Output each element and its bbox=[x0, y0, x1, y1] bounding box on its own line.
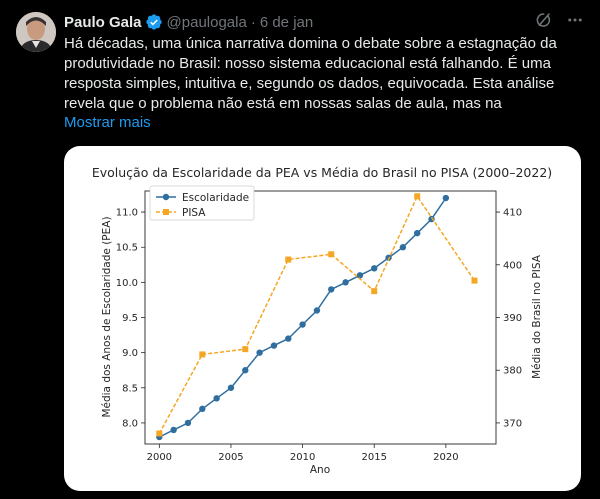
data-point-escolaridade bbox=[342, 279, 349, 286]
data-point-escolaridade bbox=[199, 405, 206, 413]
y-right-tick-label: 390 bbox=[503, 313, 522, 324]
legend-marker-pisa bbox=[163, 209, 169, 215]
y-right-tick-label: 370 bbox=[503, 418, 522, 429]
y-left-tick-label: 10.5 bbox=[116, 243, 138, 254]
data-point-escolaridade bbox=[414, 229, 421, 237]
data-point-escolaridade bbox=[256, 349, 263, 356]
data-point-pisa bbox=[199, 351, 206, 358]
y-axis-right-ticks: 370 380 390 400 410 bbox=[496, 208, 522, 429]
x-tick-label: 2000 bbox=[147, 452, 172, 463]
data-point-escolaridade bbox=[356, 272, 364, 279]
y-right-tick-label: 400 bbox=[503, 260, 522, 271]
y-left-tick-label: 11.0 bbox=[116, 208, 138, 219]
data-point-escolaridade bbox=[299, 321, 306, 328]
avatar-image bbox=[16, 12, 56, 52]
series-layer bbox=[156, 193, 478, 441]
data-point-pisa bbox=[471, 277, 478, 284]
data-point-escolaridade bbox=[184, 419, 192, 427]
y-axis-right-label: Média do Brasil no PISA bbox=[531, 254, 543, 379]
legend-marker-escolaridade bbox=[162, 193, 170, 201]
more-options-icon[interactable] bbox=[566, 11, 584, 33]
data-point-escolaridade bbox=[170, 426, 177, 434]
data-point-escolaridade bbox=[227, 384, 235, 391]
chart-svg: Evolução da Escolaridade da PEA vs Média… bbox=[92, 165, 552, 476]
y-left-tick-label: 10.0 bbox=[116, 278, 138, 289]
y-left-tick-label: 8.0 bbox=[122, 418, 138, 429]
data-point-pisa bbox=[156, 430, 163, 437]
chart-legend: Escolaridade PISA bbox=[149, 185, 255, 221]
x-tick-label: 2010 bbox=[290, 452, 315, 463]
data-point-escolaridade bbox=[242, 367, 249, 374]
data-point-escolaridade bbox=[428, 215, 435, 223]
grok-icon[interactable] bbox=[534, 11, 552, 33]
data-point-pisa bbox=[414, 193, 421, 200]
data-point-pisa bbox=[242, 346, 249, 353]
y-left-tick-label: 9.0 bbox=[122, 348, 138, 359]
y-left-tick-label: 8.5 bbox=[122, 383, 138, 394]
series-line-escolaridade bbox=[158, 197, 447, 438]
y-right-tick-label: 380 bbox=[503, 366, 522, 377]
data-point-escolaridade bbox=[399, 244, 407, 251]
data-point-pisa bbox=[328, 251, 335, 258]
legend-label-pisa: PISA bbox=[182, 207, 206, 219]
x-tick-label: 2020 bbox=[433, 452, 458, 463]
y-right-tick-label: 410 bbox=[503, 208, 522, 219]
tweet-text-line: produtividade no Brasil: nosso sistema e… bbox=[64, 55, 551, 72]
tweet-text: Há décadas, uma única narrativa domina o… bbox=[64, 34, 589, 114]
header-actions bbox=[534, 11, 584, 33]
data-point-escolaridade bbox=[313, 307, 321, 314]
show-more-link[interactable]: Mostrar mais bbox=[64, 114, 151, 131]
x-tick-label: 2015 bbox=[361, 452, 386, 463]
verified-badge-icon bbox=[145, 13, 163, 31]
author-name[interactable]: Paulo Gala bbox=[64, 13, 142, 31]
legend-label-escolaridade: Escolaridade bbox=[182, 192, 249, 204]
chart-title: Evolução da Escolaridade da PEA vs Média… bbox=[92, 165, 552, 180]
tweet-text-line: Há décadas, uma única narrativa domina o… bbox=[64, 35, 557, 52]
x-axis-ticks: 2000 2005 2010 2015 2020 bbox=[147, 444, 459, 463]
avatar[interactable] bbox=[16, 12, 56, 52]
data-point-escolaridade bbox=[442, 194, 450, 202]
tweet-media-chart[interactable]: Evolução da Escolaridade da PEA vs Média… bbox=[64, 146, 581, 491]
author-handle[interactable]: @paulogala bbox=[166, 13, 247, 31]
y-axis-left-label: Média dos Anos de Escolaridade (PEA) bbox=[101, 216, 113, 417]
plot-frame bbox=[144, 190, 497, 445]
x-tick-label: 2005 bbox=[218, 452, 243, 463]
data-point-escolaridade bbox=[371, 265, 378, 272]
data-point-escolaridade bbox=[270, 342, 278, 349]
series-line-pisa bbox=[158, 194, 476, 434]
tweet-date[interactable]: 6 de jan bbox=[259, 13, 314, 31]
data-point-escolaridade bbox=[328, 286, 335, 293]
data-point-escolaridade bbox=[213, 395, 220, 402]
separator-dot: · bbox=[250, 13, 256, 31]
y-left-tick-label: 9.5 bbox=[122, 313, 138, 324]
x-axis-label: Ano bbox=[310, 464, 330, 476]
tweet-text-line: resposta simples, intuitiva e, segundo o… bbox=[64, 75, 555, 92]
tweet-text-line: revela que o problema não está em nossas… bbox=[64, 95, 502, 112]
data-point-pisa bbox=[285, 256, 292, 263]
data-point-pisa bbox=[371, 288, 378, 295]
y-axis-left-ticks: 8.0 8.5 9.0 9.5 10.0 10.5 11.0 bbox=[116, 208, 145, 429]
tweet-header: Paulo Gala @paulogala · 6 de jan bbox=[64, 12, 584, 32]
data-point-escolaridade bbox=[285, 335, 292, 342]
